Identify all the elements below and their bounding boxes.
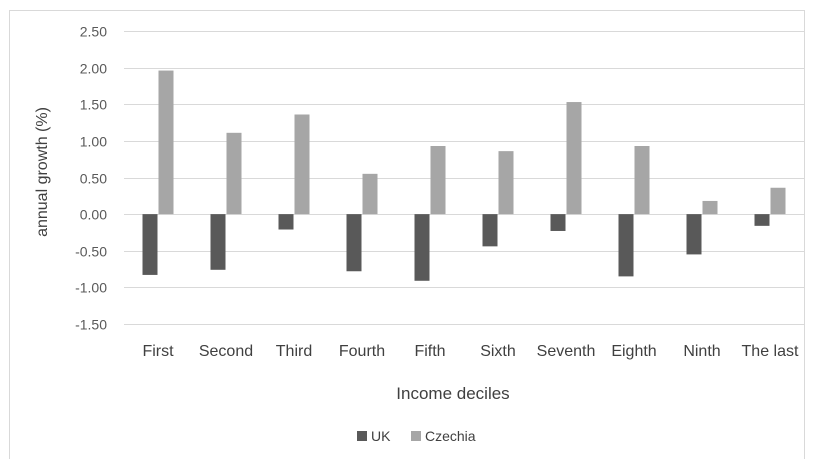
x-tick-label: Eighth <box>611 343 656 360</box>
bar-czechia-8 <box>634 146 650 215</box>
bar-czechia-5 <box>430 146 446 215</box>
x-tick-label: Second <box>199 343 253 360</box>
bar-uk-7 <box>550 214 566 231</box>
bar-czechia-6 <box>498 151 514 215</box>
y-axis-tick-labels: -1.50 -1.00 -0.50 0.00 0.50 1.00 1.50 2.00 2.50 <box>75 24 107 333</box>
bar-czechia-1 <box>158 70 174 215</box>
bar-uk-9 <box>686 214 702 255</box>
bar-uk-10 <box>754 214 770 226</box>
legend-label-uk: UK <box>371 428 391 444</box>
chart-frame <box>9 10 805 461</box>
x-tick-label: Fifth <box>414 343 445 360</box>
legend-swatch-uk <box>357 431 367 441</box>
x-tick-label: The last <box>742 343 799 360</box>
legend-swatch-czechia <box>411 431 421 441</box>
bar-uk-1 <box>142 214 158 275</box>
x-tick-label: Third <box>276 343 312 360</box>
x-axis-tick-labels: First Second Third Fourth Fifth Sixth Seventh E… <box>142 343 799 360</box>
bar-uk-2 <box>210 214 226 270</box>
y-axis-label: annual growth (%) <box>34 107 51 237</box>
x-axis-label: Income deciles <box>396 384 509 403</box>
bar-czechia-10 <box>770 187 786 215</box>
x-tick-label: Sixth <box>480 343 516 360</box>
bar-czechia-4 <box>362 173 378 215</box>
bars <box>142 70 786 281</box>
bar-uk-8 <box>618 214 634 277</box>
bar-czechia-2 <box>226 132 242 215</box>
y-tick-label: 1.50 <box>80 97 107 113</box>
x-tick-label: First <box>142 343 174 360</box>
y-tick-label: 0.00 <box>80 207 107 223</box>
x-tick-label: Seventh <box>537 343 596 360</box>
y-tick-label: 0.50 <box>80 171 107 187</box>
bar-uk-4 <box>346 214 362 272</box>
legend-label-czechia: Czechia <box>425 428 476 444</box>
y-tick-label: -1.00 <box>75 280 107 296</box>
x-tick-label: Ninth <box>683 343 720 360</box>
y-tick-label: 2.50 <box>80 24 107 40</box>
bar-uk-3 <box>278 214 294 230</box>
bar-czechia-3 <box>294 114 310 215</box>
y-tick-label: 2.00 <box>80 61 107 77</box>
bar-uk-6 <box>482 214 498 247</box>
legend: UK Czechia <box>357 428 476 444</box>
bar-uk-5 <box>414 214 430 281</box>
gridlines <box>124 31 804 325</box>
bar-czechia-9 <box>702 200 718 215</box>
y-tick-label: -1.50 <box>75 317 107 333</box>
bar-czechia-7 <box>566 102 582 215</box>
x-tick-label: Fourth <box>339 343 385 360</box>
y-tick-label: 1.00 <box>80 134 107 150</box>
y-tick-label: -0.50 <box>75 244 107 260</box>
